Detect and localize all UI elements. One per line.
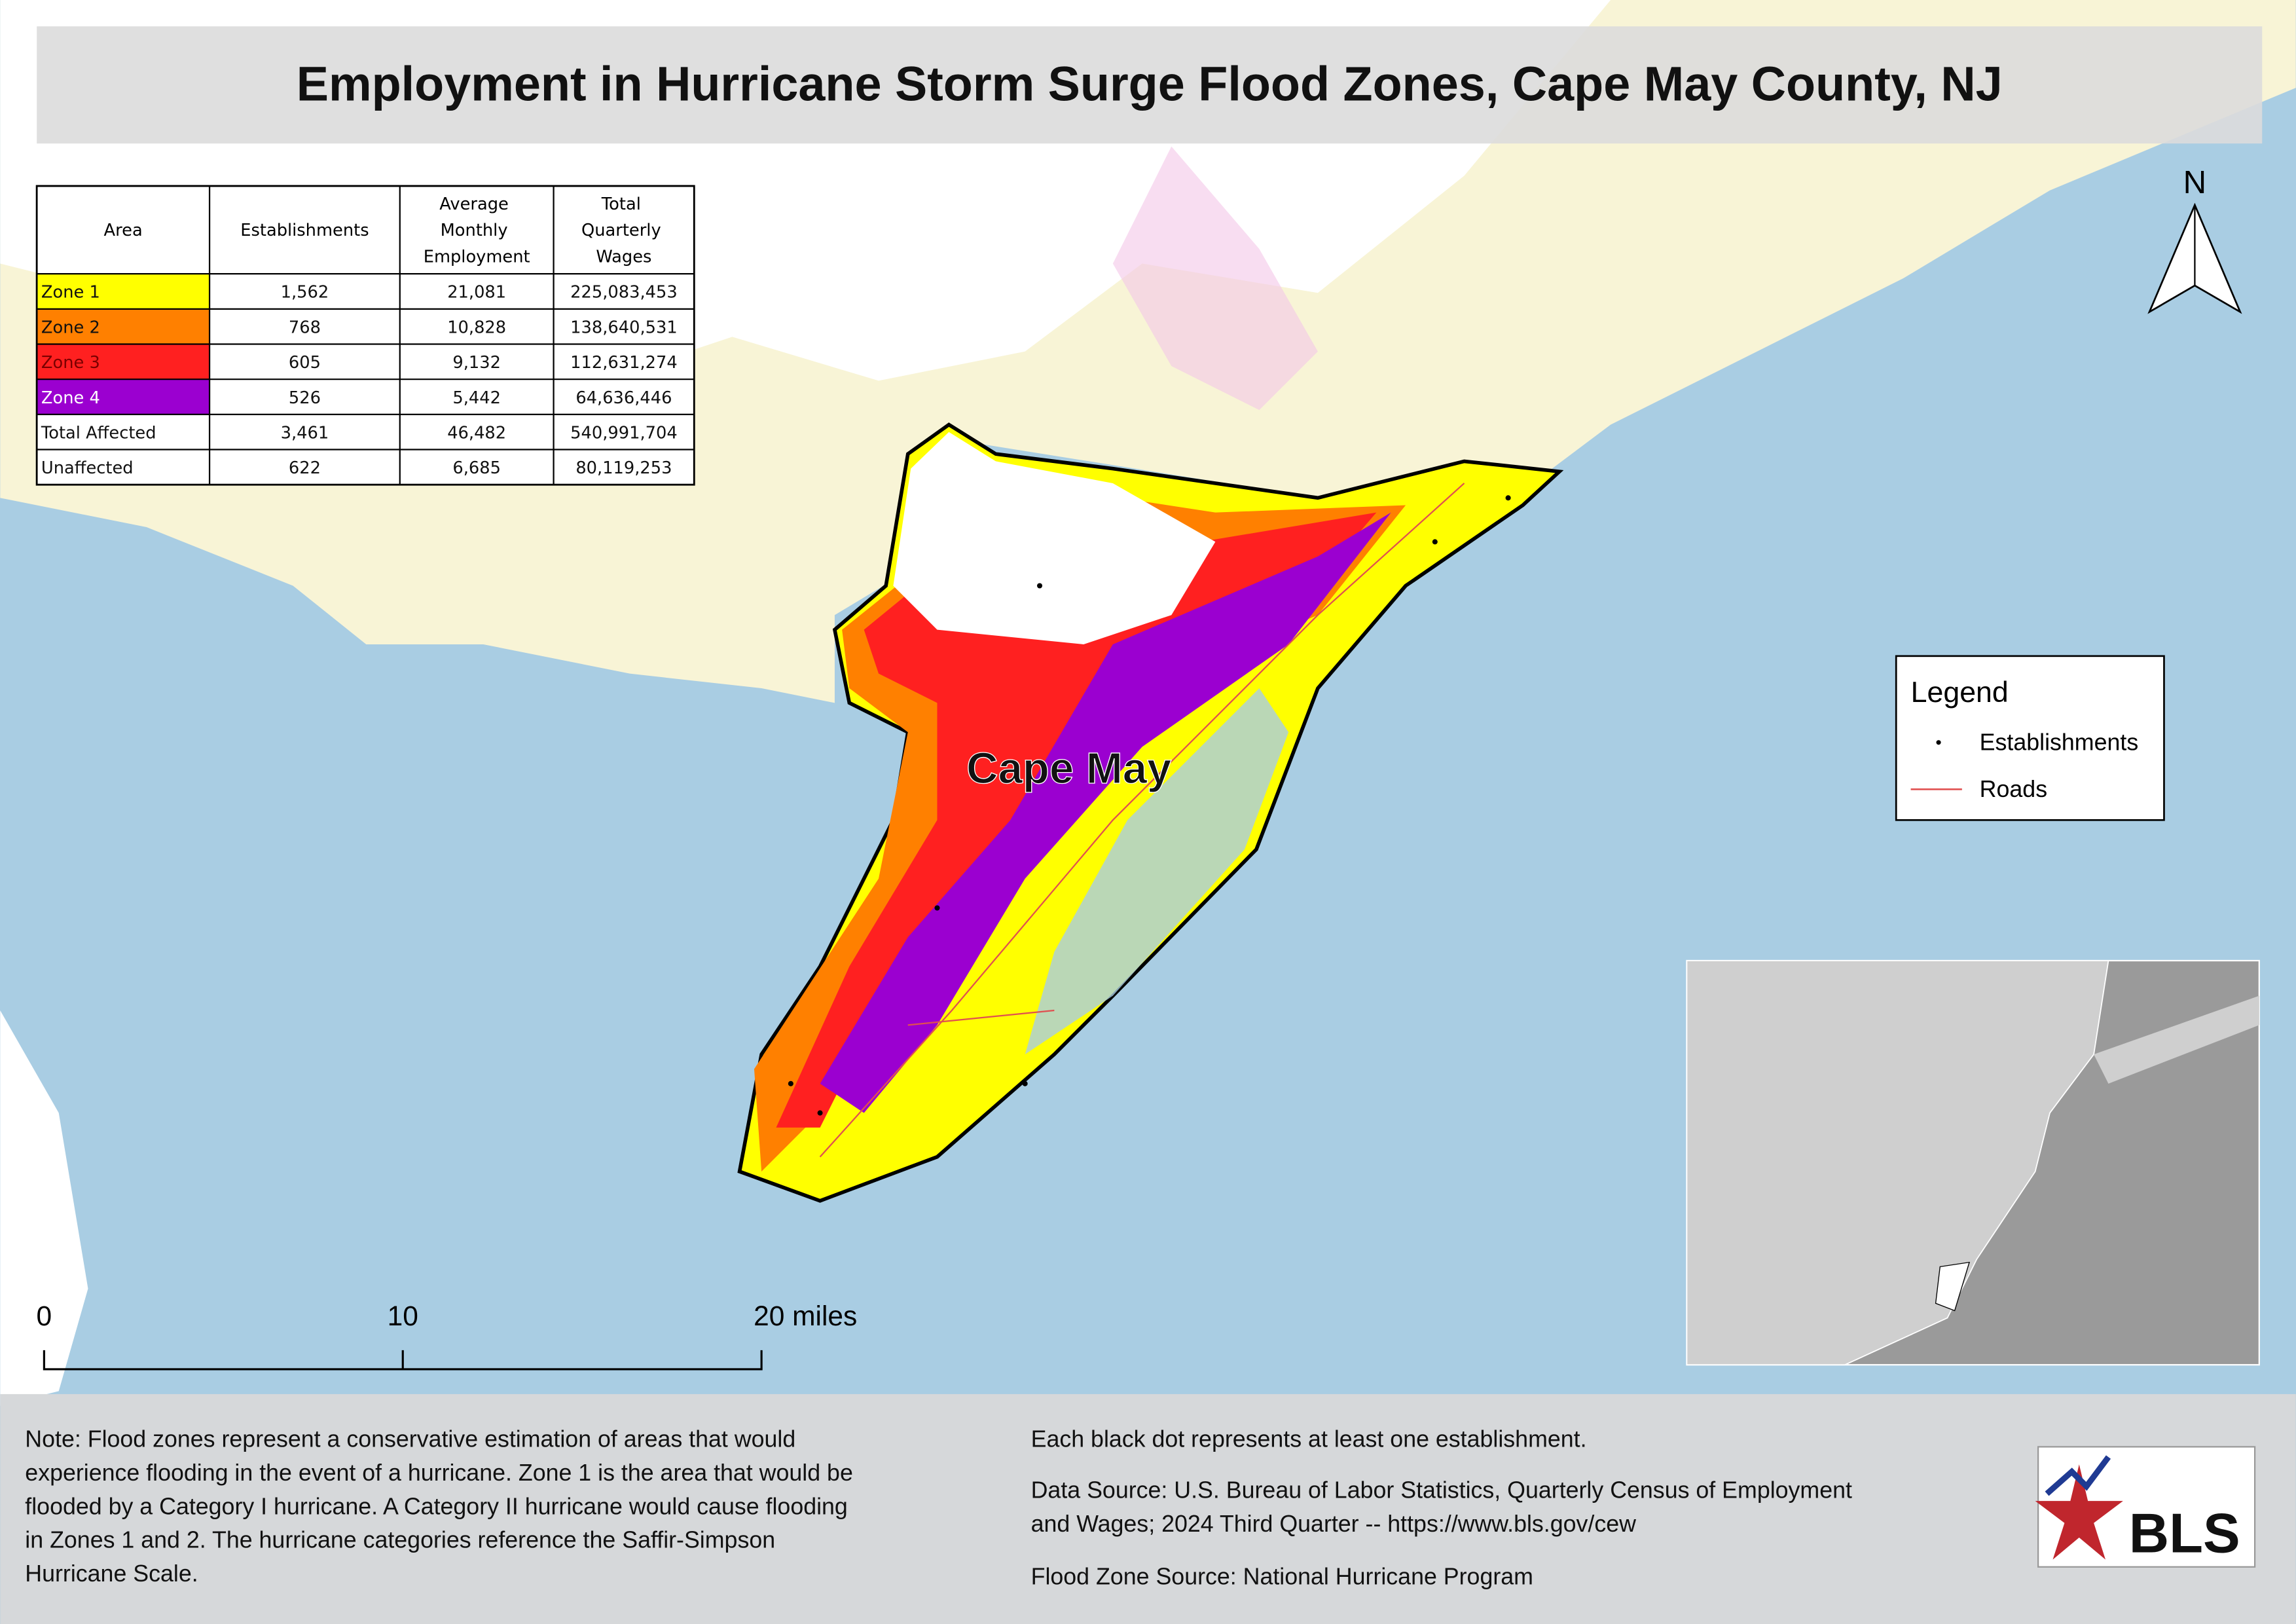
table-cell: 112,631,274 — [570, 353, 678, 373]
table-cell: 526 — [289, 388, 321, 408]
table-cell: Zone 4 — [41, 388, 100, 408]
roads — [819, 483, 1465, 1158]
note-line: Note: Flood zones represent a conservati… — [25, 1426, 795, 1452]
table-cell: 622 — [289, 458, 321, 478]
table-cell: 3,461 — [281, 423, 329, 443]
back-bay — [1025, 688, 1289, 1055]
table-cell: 46,482 — [447, 423, 506, 443]
source-line: Data Source: U.S. Bureau of Labor Statis… — [1031, 1477, 1852, 1504]
table-cell: 10,828 — [447, 318, 506, 337]
scale-bar: 0 10 20 miles — [37, 1301, 857, 1371]
zone-swatch — [37, 379, 210, 415]
logo-line — [2045, 1455, 2111, 1496]
table-cell: 6,685 — [452, 458, 501, 478]
establishment-dot — [1022, 1080, 1028, 1086]
table-cell: 21,081 — [447, 283, 506, 303]
unaffected-area — [893, 432, 1216, 644]
establishment-dot — [1432, 539, 1438, 545]
legend-item: Roads — [1980, 776, 2047, 802]
road — [819, 483, 1465, 1158]
table-cell: 138,640,531 — [570, 318, 678, 337]
table-header: Area — [104, 221, 143, 240]
zone-swatch — [37, 344, 210, 380]
legend-item: Establishments — [1980, 729, 2139, 755]
notes: Note: Flood zones represent a conservati… — [25, 1426, 1852, 1589]
table-cell: 80,119,253 — [575, 458, 672, 478]
zone-swatch — [37, 274, 210, 309]
scale-label: 20 miles — [754, 1301, 857, 1332]
marsh-fringe — [1112, 146, 1318, 411]
legend-title: Legend — [1911, 676, 2009, 709]
inset-long-island — [2094, 995, 2259, 1084]
table-cell: Zone 2 — [41, 318, 100, 337]
table-cell: 1,562 — [281, 283, 329, 303]
north-label: N — [2183, 164, 2207, 200]
legend: Legend Establishments Roads — [1895, 655, 2165, 821]
note-line: in Zones 1 and 2. The hurricane categori… — [25, 1527, 775, 1553]
county-label: Cape May — [966, 744, 1171, 793]
table-cell: 9,132 — [452, 353, 501, 373]
zone-4-band — [820, 512, 1391, 1113]
table-header: Average Monthly Employment — [424, 194, 530, 267]
note-line: flooded by a Category I hurricane. A Cat… — [25, 1493, 848, 1519]
zone-3-band — [776, 498, 1377, 1128]
logo-text: BLS — [2129, 1503, 2240, 1565]
table-cell: Unaffected — [41, 458, 134, 478]
establishment-dot — [817, 1110, 823, 1116]
delaware-shore — [0, 1010, 88, 1406]
table-header: Establishments — [240, 221, 369, 240]
zone-swatch — [37, 308, 210, 344]
legend-box — [1895, 655, 2165, 821]
source-line: Each black dot represents at least one e… — [1031, 1426, 1587, 1452]
table-border — [35, 185, 695, 486]
table-cell: 605 — [289, 353, 321, 373]
inset-map — [1686, 959, 2260, 1366]
table-cell: 64,636,446 — [575, 388, 672, 408]
table-cell: 540,991,704 — [570, 423, 678, 443]
north-arrow: N — [2147, 164, 2242, 314]
table-cell: Total Affected — [41, 423, 156, 443]
note-line: experience flooding in the event of a hu… — [25, 1460, 853, 1486]
note-line: Hurricane Scale. — [25, 1560, 198, 1587]
source-line: and Wages; 2024 Third Quarter -- https:/… — [1031, 1511, 1637, 1537]
source-line: Flood Zone Source: National Hurricane Pr… — [1031, 1564, 1533, 1590]
scale-label: 0 — [37, 1301, 52, 1332]
logo-star — [2035, 1464, 2123, 1560]
table-header: Total Quarterly Wages — [581, 194, 666, 267]
establishment-dot — [788, 1080, 793, 1086]
table-cell: Zone 1 — [41, 283, 100, 303]
table-cell: 5,442 — [452, 388, 501, 408]
establishment-dot — [934, 905, 940, 911]
establishments — [788, 495, 1511, 1116]
inset-land — [1686, 960, 2109, 1366]
establishment-dot — [1505, 495, 1511, 501]
table-cell: 225,083,453 — [570, 283, 678, 303]
notes-panel — [0, 1393, 2296, 1624]
legend-dot — [1936, 740, 1941, 745]
scale-label: 10 — [388, 1301, 418, 1332]
bls-logo: BLS — [2035, 1446, 2256, 1568]
road — [907, 1009, 1055, 1026]
summary-table: Zone 1 1,562 21,081 225,083,453 Zone 2 768 10,… — [35, 185, 695, 486]
scale-line — [43, 1350, 763, 1371]
table-cell: 768 — [289, 318, 321, 337]
title: Employment in Hurricane Storm Surge Floo… — [297, 57, 2003, 111]
establishment-dot — [1036, 583, 1043, 589]
inset-cape-may — [1935, 1261, 1970, 1312]
table-cell: Zone 3 — [41, 353, 100, 373]
title-band — [37, 26, 2263, 144]
